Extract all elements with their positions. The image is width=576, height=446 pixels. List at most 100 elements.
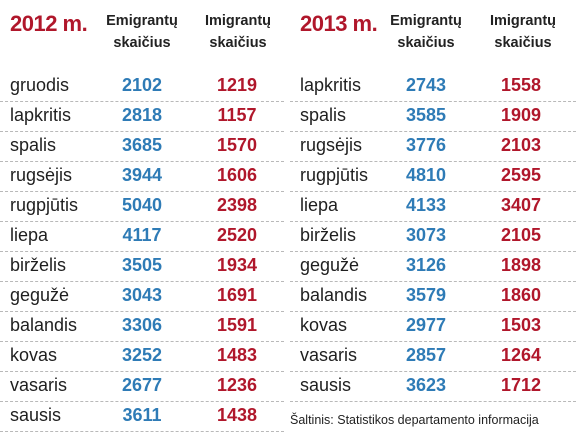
year-title-2012: 2012 m. <box>10 11 88 36</box>
immigrants-value: 1860 <box>500 285 542 305</box>
emigrants-value: 2818 <box>121 105 163 125</box>
month-label: rugpjūtis <box>10 195 79 215</box>
emigrants-value: 3306 <box>121 315 163 335</box>
month-label: kovas <box>300 315 348 335</box>
immigrants-value: 1236 <box>216 375 258 395</box>
immigrants-value: 1691 <box>216 285 258 305</box>
immigrants-header-line2: skaičius <box>209 35 267 51</box>
immigrants-value: 3407 <box>500 195 542 215</box>
table-row: liepa 4133 3407 <box>290 192 576 222</box>
table-row: rugsėjis 3776 2103 <box>290 132 576 162</box>
month-label: birželis <box>300 225 357 245</box>
month-label: gegužė <box>10 285 70 305</box>
month-label: vasaris <box>300 345 358 365</box>
emigrants-value: 3776 <box>405 135 447 155</box>
table-row: kovas 3252 1483 <box>0 342 284 372</box>
table-2012-rows: gruodis 2102 1219 lapkritis 2818 1157 spalis 36… <box>0 72 284 432</box>
table-2012-header: 2012 m. Emigrantų skaičius Imigrantų ska… <box>0 0 284 72</box>
immigrants-column-header-2012: Imigrantų skaičius <box>195 10 281 54</box>
table-row: gegužė 3126 1898 <box>290 252 576 282</box>
table-row: liepa 4117 2520 <box>0 222 284 252</box>
emigrants-value: 4133 <box>405 195 447 215</box>
immigrants-value: 1934 <box>216 255 258 275</box>
immigrants-value: 1570 <box>216 135 258 155</box>
emigrants-value: 5040 <box>121 195 163 215</box>
month-label: birželis <box>10 255 67 275</box>
immigrants-column-header-2013: Imigrantų skaičius <box>480 10 566 54</box>
immigrants-value: 1157 <box>217 105 257 125</box>
month-label: lapkritis <box>10 105 72 125</box>
month-label: rugsėjis <box>300 135 363 155</box>
immigrants-value: 1591 <box>216 315 258 335</box>
table-row: birželis 3505 1934 <box>0 252 284 282</box>
immigrants-header-line2: skaičius <box>494 35 552 51</box>
immigrants-value: 1712 <box>500 375 542 395</box>
immigrants-value: 1219 <box>216 75 258 95</box>
table-row: birželis 3073 2105 <box>290 222 576 252</box>
immigrants-value: 2103 <box>500 135 542 155</box>
table-row: balandis 3579 1860 <box>290 282 576 312</box>
source-note: Šaltinis: Statistikos departamento infor… <box>290 413 539 427</box>
immigrants-value: 1483 <box>216 345 258 365</box>
immigrants-value: 1558 <box>500 75 542 95</box>
emigrants-value: 2743 <box>405 75 447 95</box>
emigrants-value: 3043 <box>121 285 163 305</box>
month-label: gruodis <box>10 75 70 95</box>
table-row: balandis 3306 1591 <box>0 312 284 342</box>
immigrants-header-line1: Imigrantų <box>204 13 272 29</box>
table-row: vasaris 2857 1264 <box>290 342 576 372</box>
table-row: sausis 3611 1438 <box>0 402 284 432</box>
table-row: gruodis 2102 1219 <box>0 72 284 102</box>
table-row: spalis 3585 1909 <box>290 102 576 132</box>
year-title-2013: 2013 m. <box>300 11 378 36</box>
emigrants-value: 3579 <box>405 285 447 305</box>
month-label: rugsėjis <box>10 165 73 185</box>
month-label: spalis <box>300 105 347 125</box>
immigrants-value: 1909 <box>500 105 542 125</box>
month-label: liepa <box>10 225 49 245</box>
table-row: vasaris 2677 1236 <box>0 372 284 402</box>
month-label: liepa <box>300 195 339 215</box>
table-2013-rows: lapkritis 2743 1558 spalis 3585 1909 rugsėjis 3… <box>290 72 576 402</box>
emigrants-value: 2977 <box>405 315 447 335</box>
immigrants-value: 1606 <box>216 165 258 185</box>
emigrants-column-header-2013: Emigrantų skaičius <box>387 10 465 54</box>
emigrants-header-line2: skaičius <box>113 35 171 51</box>
month-label: balandis <box>10 315 78 335</box>
emigrants-value: 3944 <box>121 165 163 185</box>
table-row: spalis 3685 1570 <box>0 132 284 162</box>
emigrants-value: 4810 <box>405 165 447 185</box>
month-label: sausis <box>300 375 352 395</box>
emigrants-header-line2: skaičius <box>397 35 455 51</box>
emigrants-value: 4117 <box>122 225 162 245</box>
emigrants-header-line1: Emigrantų <box>106 13 178 29</box>
emigrants-value: 3252 <box>121 345 163 365</box>
immigrants-header-line1: Imigrantų <box>489 13 557 29</box>
table-row: gegužė 3043 1691 <box>0 282 284 312</box>
immigrants-value: 2398 <box>216 195 258 215</box>
month-label: kovas <box>10 345 58 365</box>
immigrants-value: 1438 <box>216 405 258 425</box>
table-row: kovas 2977 1503 <box>290 312 576 342</box>
emigrants-header-line1: Emigrantų <box>390 13 462 29</box>
immigrants-value: 1503 <box>500 315 542 335</box>
table-row: lapkritis 2743 1558 <box>290 72 576 102</box>
emigrants-column-header-2012: Emigrantų skaičius <box>103 10 181 54</box>
emigrants-value: 3585 <box>405 105 447 125</box>
table-row: rugpjūtis 4810 2595 <box>290 162 576 192</box>
month-label: gegužė <box>300 255 360 275</box>
emigrants-value: 3126 <box>405 255 447 275</box>
immigrants-value: 1264 <box>500 345 542 365</box>
emigrants-value: 3505 <box>121 255 163 275</box>
month-label: sausis <box>10 405 62 425</box>
month-label: spalis <box>10 135 57 155</box>
immigrants-value: 2105 <box>500 225 542 245</box>
emigrants-value: 3611 <box>122 405 162 425</box>
table-row: rugpjūtis 5040 2398 <box>0 192 284 222</box>
emigrants-value: 3623 <box>405 375 447 395</box>
table-row: sausis 3623 1712 <box>290 372 576 402</box>
month-label: rugpjūtis <box>300 165 369 185</box>
table-2013-header: 2013 m. Emigrantų skaičius Imigrantų ska… <box>290 0 576 72</box>
emigrants-value: 2857 <box>405 345 447 365</box>
table-row: lapkritis 2818 1157 <box>0 102 284 132</box>
